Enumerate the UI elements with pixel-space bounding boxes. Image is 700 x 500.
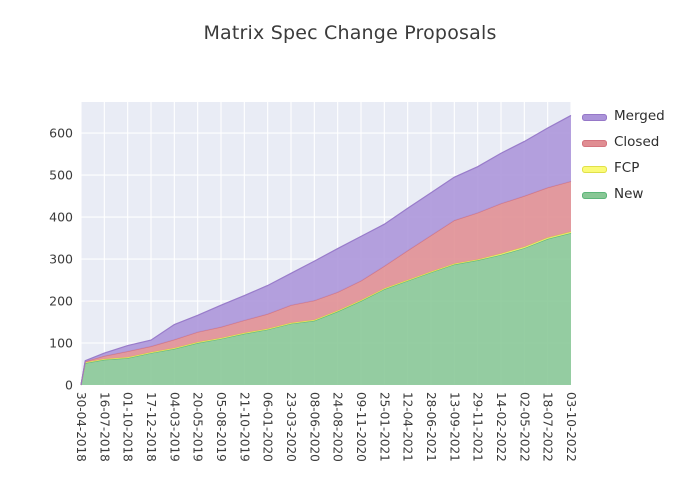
legend-label: FCP xyxy=(614,160,640,177)
x-tick-label: 28-06-2021 xyxy=(424,392,438,462)
x-tick-label: 25-01-2021 xyxy=(377,392,391,462)
x-tick-label: 04-03-2019 xyxy=(167,392,181,462)
legend-swatch-icon xyxy=(582,139,607,147)
legend-swatch-icon xyxy=(582,113,607,121)
area-new xyxy=(81,233,571,385)
y-axis-ticks: 0 100 200 300 400 500 600 xyxy=(49,126,73,393)
y-tick-label: 300 xyxy=(49,252,73,267)
legend-label: Closed xyxy=(614,134,660,151)
x-tick-label: 08-06-2020 xyxy=(307,392,321,462)
x-tick-label: 01-10-2018 xyxy=(121,392,135,462)
y-tick-label: 200 xyxy=(49,294,73,309)
y-tick-label: 400 xyxy=(49,210,73,225)
x-tick-label: 14-02-2022 xyxy=(494,392,508,462)
area-closed xyxy=(81,181,571,385)
x-tick-label: 29-11-2021 xyxy=(471,392,485,462)
x-tick-label: 12-04-2021 xyxy=(401,392,415,462)
x-tick-label: 23-03-2020 xyxy=(284,392,298,462)
legend-item-closed: Closed xyxy=(582,134,665,152)
x-tick-label: 30-04-2018 xyxy=(74,392,88,462)
y-tick-label: 100 xyxy=(49,336,73,351)
x-tick-label: 02-05-2022 xyxy=(517,392,531,462)
x-tick-label: 20-05-2019 xyxy=(191,392,205,462)
x-tick-label: 05-08-2019 xyxy=(214,392,228,462)
x-axis-ticks: 30-04-2018 16-07-2018 01-10-2018 17-12-2018… xyxy=(74,392,578,462)
chart-title: Matrix Spec Change Proposals xyxy=(203,22,497,44)
legend-item-fcp: FCP xyxy=(582,160,665,178)
x-tick-label: 18-07-2022 xyxy=(541,392,555,462)
area-merged xyxy=(81,115,571,385)
legend: Merged Closed FCP New xyxy=(582,108,665,204)
x-tick-label: 13-09-2021 xyxy=(447,392,461,462)
legend-label: Merged xyxy=(614,108,665,125)
x-tick-label: 09-11-2020 xyxy=(354,392,368,462)
legend-item-new: New xyxy=(582,186,665,204)
y-tick-label: 500 xyxy=(49,168,73,183)
x-tick-label: 24-08-2020 xyxy=(331,392,345,462)
y-tick-label: 600 xyxy=(49,126,73,141)
x-tick-label: 16-07-2018 xyxy=(97,392,111,462)
area-edge-merged xyxy=(80,114,572,386)
x-tick-label: 21-10-2019 xyxy=(237,392,251,462)
x-tick-label: 06-01-2020 xyxy=(261,392,275,462)
legend-item-merged: Merged xyxy=(582,108,665,126)
y-tick-label: 0 xyxy=(65,378,73,393)
x-tick-label: 03-10-2022 xyxy=(564,392,578,462)
x-tick-label: 17-12-2018 xyxy=(144,392,158,462)
legend-swatch-icon xyxy=(582,165,607,173)
legend-swatch-icon xyxy=(582,191,607,199)
legend-label: New xyxy=(614,186,644,203)
